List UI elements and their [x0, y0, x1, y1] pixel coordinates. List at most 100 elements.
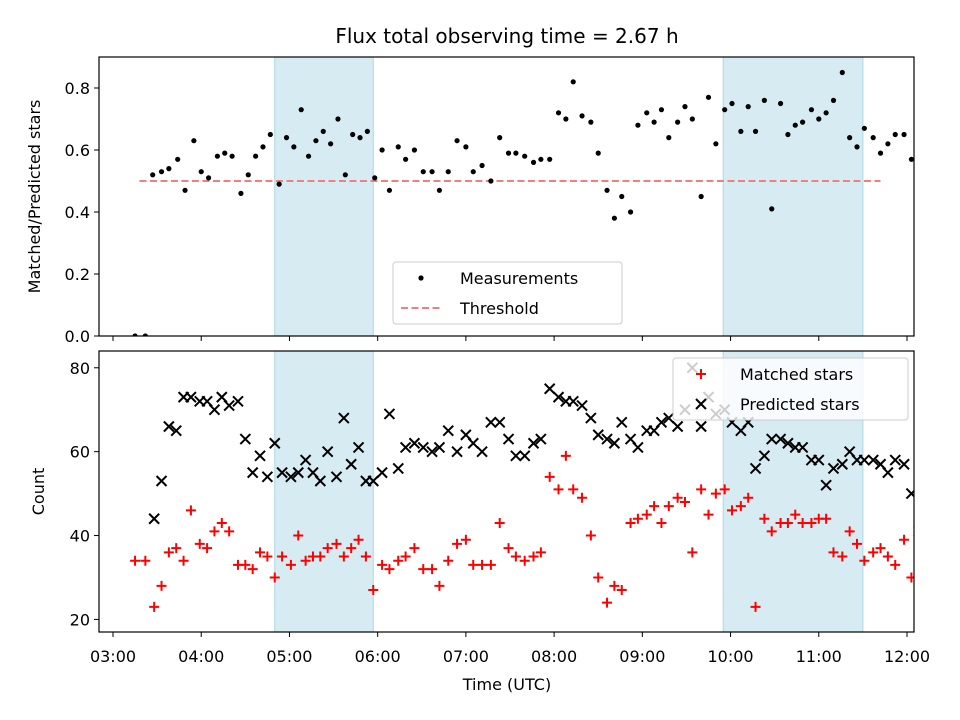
data-point: [285, 559, 296, 570]
data-point: [269, 437, 281, 449]
x-tick-label: 11:00: [796, 647, 842, 666]
y-tick-label: 80: [70, 359, 90, 378]
x-tick-label: 06:00: [355, 647, 401, 666]
data-point: [577, 492, 588, 503]
data-point: [655, 416, 668, 429]
data-point: [868, 547, 879, 558]
data-point: [885, 141, 891, 147]
data-point: [913, 526, 914, 537]
data-point: [913, 618, 914, 621]
data-point: [357, 135, 363, 141]
data-point: [321, 445, 334, 458]
data-point: [320, 128, 326, 134]
data-point: [493, 416, 506, 429]
data-point: [442, 424, 454, 437]
data-point: [941, 333, 946, 338]
data-point: [839, 69, 845, 76]
data-point: [436, 187, 443, 193]
data-point: [267, 131, 273, 138]
data-point: [790, 509, 801, 520]
data-point: [766, 526, 777, 537]
data-point: [386, 187, 393, 193]
data-point: [253, 153, 259, 159]
data-point: [346, 543, 357, 554]
data-point: [921, 614, 931, 624]
data-point: [847, 135, 853, 141]
data-point: [877, 150, 884, 156]
data-point: [434, 580, 445, 591]
data-point: [666, 135, 672, 141]
data-point: [749, 462, 762, 475]
x-tick-label: 04:00: [178, 647, 224, 666]
data-point: [222, 150, 228, 156]
data-point: [836, 458, 849, 470]
data-point: [830, 97, 837, 103]
data-point: [427, 564, 438, 575]
data-point: [443, 555, 454, 566]
data-point: [777, 100, 784, 107]
data-point: [479, 162, 485, 169]
x-tick-label: 08:00: [531, 647, 577, 666]
data-point: [130, 555, 141, 566]
legend-label: Predicted stars: [740, 395, 860, 414]
data-point: [908, 156, 914, 162]
data-point: [792, 122, 798, 128]
data-point: [675, 119, 681, 125]
data-point: [208, 404, 221, 416]
data-point: [293, 530, 304, 541]
data-point: [276, 466, 288, 479]
data-point: [616, 416, 628, 429]
data-point: [238, 190, 244, 196]
data-point: [262, 551, 273, 562]
data-point: [247, 564, 258, 575]
legend-marker: [696, 369, 706, 379]
data-point: [588, 119, 594, 125]
y-axis-label: Count: [29, 468, 48, 516]
data-point: [576, 399, 588, 412]
x-tick-label: 07:00: [443, 647, 489, 666]
data-point: [785, 131, 791, 138]
data-point: [727, 505, 738, 516]
data-point: [719, 484, 730, 495]
legend-marker: [418, 275, 424, 281]
data-point: [632, 513, 643, 524]
data-point: [563, 116, 569, 122]
data-point: [454, 138, 460, 144]
y-tick-label: 20: [70, 610, 90, 629]
data-point: [503, 543, 514, 554]
data-point: [185, 391, 197, 403]
y-tick-label: 0.0: [65, 327, 90, 346]
data-point: [322, 543, 333, 554]
y-tick-label: 0.2: [65, 265, 90, 284]
data-point: [510, 551, 521, 562]
x-tick-label: 12:00: [884, 647, 930, 666]
data-point: [750, 601, 761, 612]
bottom-panel: 20 40 60 80 03:00 04:00 05:00 06:00 07:00 08:00 09…: [29, 350, 931, 666]
data-point: [689, 116, 695, 122]
data-point: [867, 454, 879, 466]
data-point: [383, 408, 396, 420]
data-point: [299, 454, 312, 466]
shaded-interval: [274, 350, 374, 633]
series-matched-stars: [130, 450, 931, 624]
data-point: [518, 450, 531, 462]
data-point: [608, 437, 621, 449]
data-point: [687, 547, 698, 558]
data-point: [291, 144, 297, 150]
legend-label: Measurements: [460, 269, 578, 288]
data-point: [627, 209, 634, 215]
chart-title: Flux total observing time = 2.67 h: [335, 24, 678, 48]
data-point: [837, 551, 848, 562]
legend: Matched stars Predicted stars: [672, 357, 909, 421]
data-point: [171, 543, 182, 554]
data-point: [155, 475, 168, 487]
data-point: [305, 153, 312, 159]
data-point: [202, 543, 213, 554]
data-point: [710, 488, 721, 499]
data-point: [713, 141, 719, 147]
data-point: [852, 538, 863, 549]
data-point: [335, 116, 341, 122]
data-point: [906, 572, 914, 583]
series-predicted-stars: [148, 362, 914, 537]
data-point: [570, 79, 576, 85]
